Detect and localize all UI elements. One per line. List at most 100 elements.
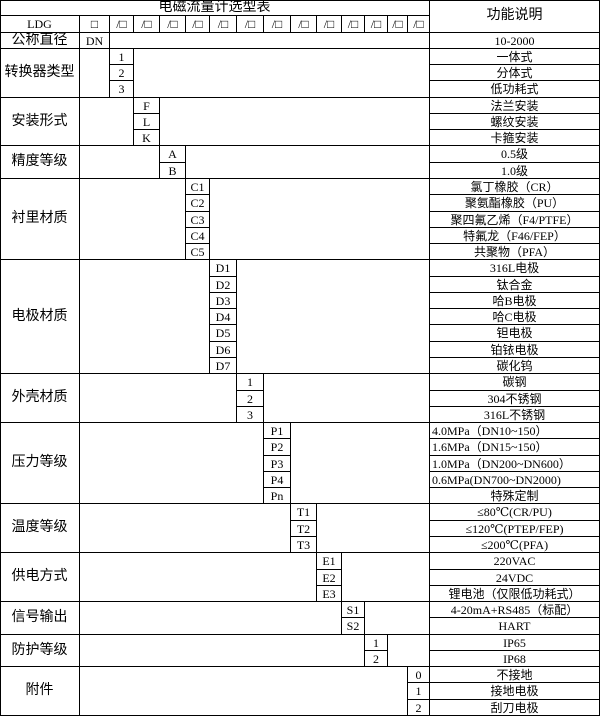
- function-description: 聚四氟乙烯（F4/PTFE）: [430, 212, 600, 228]
- option-code: D4: [210, 309, 237, 325]
- option-code: C1: [186, 179, 210, 195]
- option-code: S2: [342, 618, 365, 635]
- option-code: C2: [186, 195, 210, 212]
- function-description: HART: [430, 618, 600, 635]
- option-code: 2: [110, 65, 134, 81]
- function-description: 接地电极: [430, 683, 600, 700]
- empty-cell: [80, 602, 342, 635]
- option-code: D7: [210, 358, 237, 374]
- model-box: /□: [186, 16, 210, 33]
- empty-cell: [342, 553, 430, 602]
- group-label: 信号输出: [0, 602, 80, 635]
- function-description: IP65: [430, 635, 600, 651]
- option-code: 0: [408, 667, 430, 683]
- option-code: 3: [110, 81, 134, 98]
- function-description: 法兰安装: [430, 98, 600, 114]
- option-code: Pn: [264, 488, 291, 504]
- empty-cell: [80, 423, 264, 504]
- empty-cell: [317, 504, 430, 553]
- model-box: /□: [342, 16, 365, 33]
- model-box: /□: [237, 16, 264, 33]
- model-box: /□: [291, 16, 317, 33]
- function-description: 220VAC: [430, 553, 600, 570]
- option-code: K: [134, 130, 160, 146]
- option-code: C5: [186, 244, 210, 260]
- option-code: 3: [237, 407, 264, 423]
- model-box: /□: [110, 16, 134, 33]
- empty-cell: [264, 374, 430, 423]
- function-description: 4-20mA+RS485（标配）: [430, 602, 600, 618]
- nominal-diameter-label: 公称直径: [0, 33, 80, 49]
- empty-cell: [80, 504, 291, 553]
- option-code: D1: [210, 260, 237, 277]
- model-box: □: [80, 16, 110, 33]
- group-label: 防护等级: [0, 635, 80, 667]
- empty-cell: [291, 423, 430, 504]
- option-code: E2: [317, 570, 342, 586]
- function-description: 特氟龙（F46/FEP）: [430, 228, 600, 244]
- table-title: 电磁流量计选型表: [0, 0, 430, 16]
- function-description: 4.0MPa（DN10~150）: [430, 423, 600, 439]
- function-description: 316L不锈钢: [430, 407, 600, 423]
- group-label: 转换器类型: [0, 49, 80, 98]
- option-code: C4: [186, 228, 210, 244]
- function-description: 锂电池（仅限低功耗式）: [430, 586, 600, 602]
- option-code: L: [134, 114, 160, 130]
- function-description: 1.0级: [430, 163, 600, 179]
- empty-cell: [80, 260, 210, 374]
- option-code: T2: [291, 521, 317, 537]
- group-label: 精度等级: [0, 146, 80, 179]
- function-description: 刮刀电极: [430, 700, 600, 716]
- model-box: /□: [408, 16, 430, 33]
- group-label: 附件: [0, 667, 80, 716]
- function-description: 分体式: [430, 65, 600, 81]
- model-box: /□: [365, 16, 388, 33]
- group-label: 供电方式: [0, 553, 80, 602]
- function-header: 功能说明: [430, 0, 600, 33]
- empty-cell: [80, 179, 186, 260]
- function-description: ≤120℃(PTEP/FEP): [430, 521, 600, 537]
- function-description: 一体式: [430, 49, 600, 65]
- option-code: A: [160, 146, 186, 163]
- function-description: 钽电极: [430, 325, 600, 342]
- empty-cell: [80, 635, 365, 667]
- function-description: 1.0MPa（DN200~DN600）: [430, 456, 600, 472]
- model-box: /□: [317, 16, 342, 33]
- empty-cell: [80, 146, 160, 179]
- function-description: 哈C电极: [430, 309, 600, 325]
- nominal-diameter-code: DN: [80, 33, 110, 49]
- function-description: 铂铱电极: [430, 342, 600, 358]
- option-code: D3: [210, 293, 237, 309]
- function-description: 碳化钨: [430, 358, 600, 374]
- function-description: 特殊定制: [430, 488, 600, 504]
- empty-cell: [110, 33, 430, 49]
- option-code: E1: [317, 553, 342, 570]
- function-description: 24VDC: [430, 570, 600, 586]
- group-label: 电极材质: [0, 260, 80, 374]
- option-code: 2: [237, 391, 264, 407]
- option-code: 2: [408, 700, 430, 716]
- option-code: B: [160, 163, 186, 179]
- model-box: /□: [210, 16, 237, 33]
- function-description: 聚氨酯橡胶（PU）: [430, 195, 600, 212]
- model-code: LDG: [0, 16, 80, 33]
- model-box: /□: [160, 16, 186, 33]
- option-code: D6: [210, 342, 237, 358]
- empty-cell: [80, 374, 237, 423]
- option-code: F: [134, 98, 160, 114]
- option-code: S1: [342, 602, 365, 618]
- function-description: 共聚物（PFA）: [430, 244, 600, 260]
- option-code: 1: [237, 374, 264, 391]
- function-description: ≤80℃(CR/PU): [430, 504, 600, 521]
- option-code: 1: [408, 683, 430, 700]
- option-code: P4: [264, 472, 291, 488]
- empty-cell: [80, 49, 110, 98]
- group-label: 外壳材质: [0, 374, 80, 423]
- group-label: 衬里材质: [0, 179, 80, 260]
- function-description: 氯丁橡胶（CR）: [430, 179, 600, 195]
- function-description: 钛合金: [430, 277, 600, 293]
- function-description: ≤200℃(PFA): [430, 537, 600, 553]
- empty-cell: [80, 98, 134, 146]
- function-description: 316L电极: [430, 260, 600, 277]
- empty-cell: [186, 146, 430, 179]
